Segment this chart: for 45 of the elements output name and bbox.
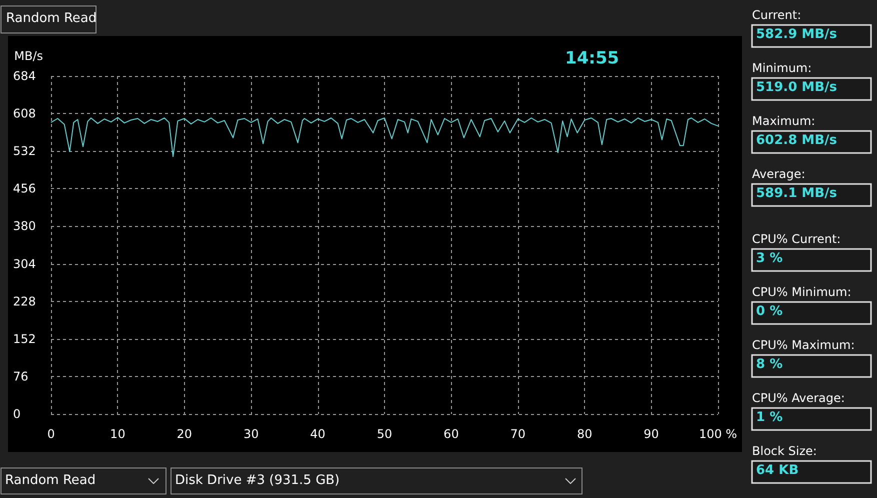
y-tick-label: 0: [13, 407, 21, 421]
text: Average:: [752, 167, 806, 181]
x-tick-label: 70: [510, 427, 526, 441]
text: CPU% Maximum:: [752, 338, 855, 352]
text: 64 KB: [756, 463, 799, 478]
text: 8 %: [756, 357, 783, 372]
y-axis-title: MB/s: [14, 49, 43, 63]
y-tick-label: 456: [13, 182, 36, 196]
x-tick-label: 90: [644, 427, 659, 441]
text: Random Read: [5, 473, 96, 488]
x-tick-label: 60: [444, 427, 459, 441]
y-tick-label: 76: [13, 369, 28, 384]
line-series: [50, 117, 718, 158]
text: CPU% Minimum:: [752, 285, 852, 299]
text: Current:: [752, 8, 802, 22]
x-tick-label: 20: [176, 427, 192, 441]
text: 602.8 MB/s: [756, 133, 838, 148]
text: 519.0 MB/s: [756, 80, 838, 95]
text: Maximum:: [752, 114, 816, 128]
text: Minimum:: [752, 61, 812, 75]
y-tick-label: 532: [13, 144, 36, 158]
x-tick-label: 30: [243, 427, 259, 441]
text: Disk Drive #3 (931.5 GB): [175, 473, 340, 488]
text: 14:55: [565, 48, 620, 68]
text: CPU% Average:: [752, 391, 845, 405]
x-tick-label: 100 %: [698, 427, 738, 441]
x-tick-label: 10: [110, 427, 126, 441]
y-tick-label: 380: [13, 219, 36, 234]
text: 0 %: [756, 304, 783, 319]
text: 3 %: [756, 251, 783, 266]
text: 589.1 MB/s: [756, 186, 838, 201]
x-tick-label: 50: [376, 427, 392, 441]
text: 582.9 MB/s: [756, 27, 838, 42]
y-tick-label: 228: [13, 294, 36, 308]
y-tick-label: 684: [13, 69, 36, 83]
x-tick-label: 80: [576, 427, 592, 441]
y-tick-label: 608: [13, 106, 36, 121]
text: CPU% Current:: [752, 232, 841, 246]
x-tick-label: 0: [47, 427, 55, 441]
x-tick-label: 40: [310, 427, 326, 441]
text: Block Size:: [752, 444, 817, 458]
y-tick-label: 304: [13, 256, 36, 271]
chart-title: Random Read: [6, 11, 97, 26]
y-tick-label: 152: [13, 332, 36, 346]
text: 1 %: [756, 410, 783, 425]
